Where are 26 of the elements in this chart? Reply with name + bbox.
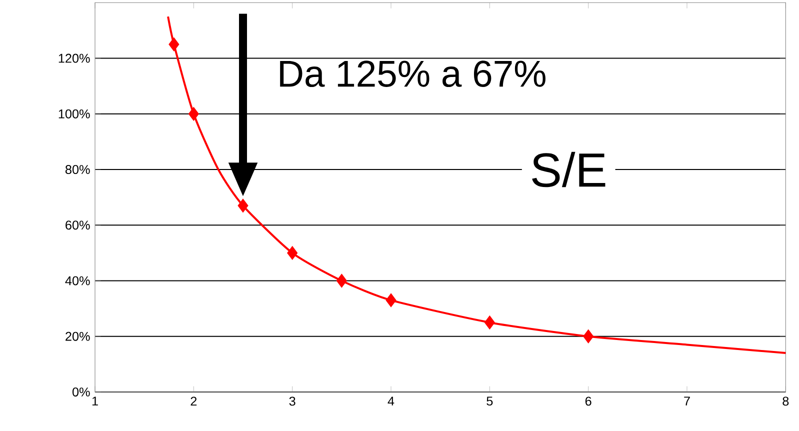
x-tick-label: 8 — [782, 396, 789, 406]
point — [583, 329, 594, 344]
point — [287, 246, 298, 260]
x-tick-label: 7 — [684, 396, 690, 406]
x-tick-label: 3 — [289, 396, 296, 406]
point — [386, 293, 396, 308]
y-tick-label: 0% — [72, 388, 90, 396]
y-tick-label: 40% — [65, 276, 90, 286]
y-tick-label: 120% — [58, 54, 90, 63]
point — [484, 316, 495, 330]
y-tick-label: 60% — [66, 220, 90, 230]
point — [238, 198, 248, 213]
y-tick-label: 20% — [66, 332, 90, 341]
line-series — [167, 16, 787, 354]
point — [336, 274, 347, 288]
annotation: S/E — [532, 152, 606, 188]
x-tick-label: 5 — [486, 396, 493, 406]
annotation: Da 125% a 67% — [280, 60, 546, 87]
y-tick-label: 100% — [58, 109, 90, 118]
x-tick-label: 2 — [190, 396, 197, 406]
point — [168, 37, 180, 52]
x-tick-label: 4 — [388, 396, 394, 406]
y-tick-label: 80% — [65, 165, 90, 174]
x-tick-label: 6 — [585, 396, 592, 406]
x-tick-label: 1 — [92, 396, 98, 406]
point — [188, 106, 199, 121]
